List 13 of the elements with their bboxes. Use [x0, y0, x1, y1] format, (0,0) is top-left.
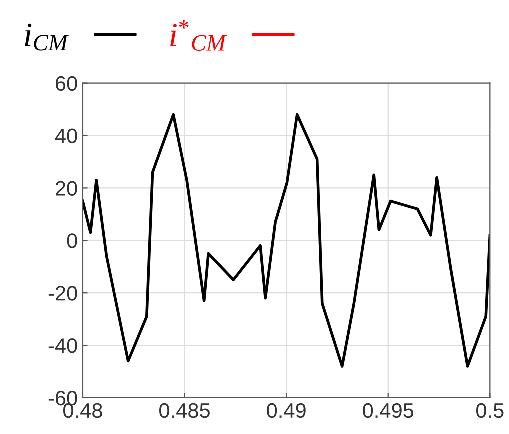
x-tick-label: 0.495: [363, 403, 414, 418]
y-tick-label: 40: [55, 128, 78, 144]
legend-label: i$^{*}$$_{CM}$: [170, 20, 228, 52]
x-tick-label: 0.485: [160, 403, 210, 418]
y-tick-label: 20: [56, 181, 78, 196]
y-tick-label: -20: [48, 286, 78, 301]
line-series: [82, 113, 490, 368]
y-tick-label: -40: [48, 338, 78, 354]
legend-label: i$_{CM}$: [25, 24, 69, 51]
y-tick-label: 60: [56, 76, 78, 92]
x-tick-label: 0.5: [476, 403, 504, 418]
y-tick-label: 0: [67, 234, 78, 248]
x-tick-label: 0.49: [267, 403, 306, 418]
